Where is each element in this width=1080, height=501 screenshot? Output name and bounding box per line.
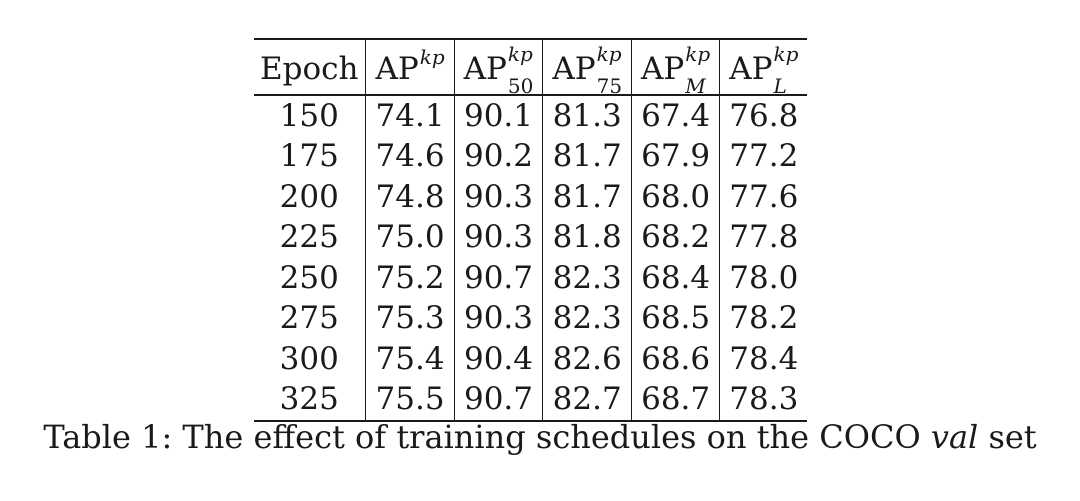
cell-ap: 75.5 — [365, 379, 455, 421]
table-row: 300 75.4 90.4 82.6 68.6 78.4 — [254, 339, 808, 380]
cell-ap75: 81.8 — [542, 217, 632, 258]
table-row: 200 74.8 90.3 81.7 68.0 77.6 — [254, 177, 808, 218]
caption-prefix: Table 1: The effect of training schedule… — [43, 418, 931, 456]
cell-epoch: 325 — [279, 381, 339, 418]
cell-ap75: 82.3 — [542, 258, 632, 299]
cell-ap50: 90.3 — [453, 177, 543, 218]
cell-ap50: 90.1 — [453, 95, 543, 137]
cell-ap: 74.8 — [365, 177, 455, 218]
table-header-row: Epoch AP kp AP kp 50 — [254, 39, 808, 96]
cell-ap75: 81.7 — [542, 177, 632, 218]
cell-ap50: 90.7 — [453, 379, 543, 421]
header-ap75: AP kp 75 — [542, 39, 632, 96]
cell-apl: 78.4 — [719, 339, 808, 380]
cell-apl: 78.2 — [719, 298, 808, 339]
cell-ap75: 81.7 — [542, 136, 632, 177]
cell-epoch: 150 — [279, 97, 339, 134]
cell-ap: 75.3 — [365, 298, 455, 339]
header-ap: AP kp — [365, 39, 455, 95]
cell-apl: 78.3 — [719, 379, 808, 421]
cell-apl: 78.0 — [719, 258, 808, 299]
cell-apm: 68.2 — [631, 217, 720, 258]
caption-suffix: set — [978, 418, 1037, 456]
cell-ap75: 82.7 — [542, 379, 632, 421]
table-row: 275 75.3 90.3 82.3 68.5 78.2 — [254, 298, 808, 339]
header-apm: AP kp M — [631, 39, 720, 96]
cell-ap75: 81.3 — [542, 95, 632, 137]
cell-ap75: 82.6 — [542, 339, 632, 380]
results-table-container: Epoch AP kp AP kp 50 — [254, 38, 808, 422]
cell-epoch: 200 — [279, 178, 339, 215]
table-row: 225 75.0 90.3 81.8 68.2 77.8 — [254, 217, 808, 258]
cell-epoch: 250 — [279, 259, 339, 296]
caption-italic-val: val — [930, 418, 979, 456]
cell-ap50: 90.3 — [453, 298, 543, 339]
cell-apm: 67.4 — [631, 95, 720, 137]
table-row: 175 74.6 90.2 81.7 67.9 77.2 — [254, 136, 808, 177]
header-ap50: AP kp 50 — [453, 39, 543, 96]
cell-epoch: 275 — [279, 300, 339, 337]
cell-epoch: 225 — [279, 219, 339, 256]
cell-apm: 68.0 — [631, 177, 720, 218]
cell-apm: 68.4 — [631, 258, 720, 299]
cell-ap: 75.0 — [365, 217, 455, 258]
cell-apl: 76.8 — [719, 95, 808, 137]
cell-apm: 68.6 — [631, 339, 720, 380]
cell-ap50: 90.4 — [453, 339, 543, 380]
table-row: 325 75.5 90.7 82.7 68.7 78.3 — [254, 379, 808, 421]
table-caption: Table 1: The effect of training schedule… — [0, 418, 1080, 456]
cell-ap: 75.2 — [365, 258, 455, 299]
cell-ap50: 90.3 — [453, 217, 543, 258]
table-row: 250 75.2 90.7 82.3 68.4 78.0 — [254, 258, 808, 299]
results-table: Epoch AP kp AP kp 50 — [254, 38, 808, 422]
cell-ap: 74.6 — [365, 136, 455, 177]
cell-ap50: 90.7 — [453, 258, 543, 299]
cell-ap: 74.1 — [365, 95, 455, 137]
cell-epoch: 175 — [279, 138, 339, 175]
cell-apm: 68.5 — [631, 298, 720, 339]
cell-epoch: 300 — [279, 340, 339, 377]
cell-apl: 77.8 — [719, 217, 808, 258]
cell-apm: 67.9 — [631, 136, 720, 177]
cell-apl: 77.6 — [719, 177, 808, 218]
header-apl: AP kp L — [719, 39, 808, 96]
cell-apm: 68.7 — [631, 379, 720, 421]
table-row: 150 74.1 90.1 81.3 67.4 76.8 — [254, 95, 808, 137]
cell-apl: 77.2 — [719, 136, 808, 177]
cell-ap75: 82.3 — [542, 298, 632, 339]
cell-ap50: 90.2 — [453, 136, 543, 177]
cell-ap: 75.4 — [365, 339, 455, 380]
header-epoch: Epoch — [260, 50, 359, 87]
